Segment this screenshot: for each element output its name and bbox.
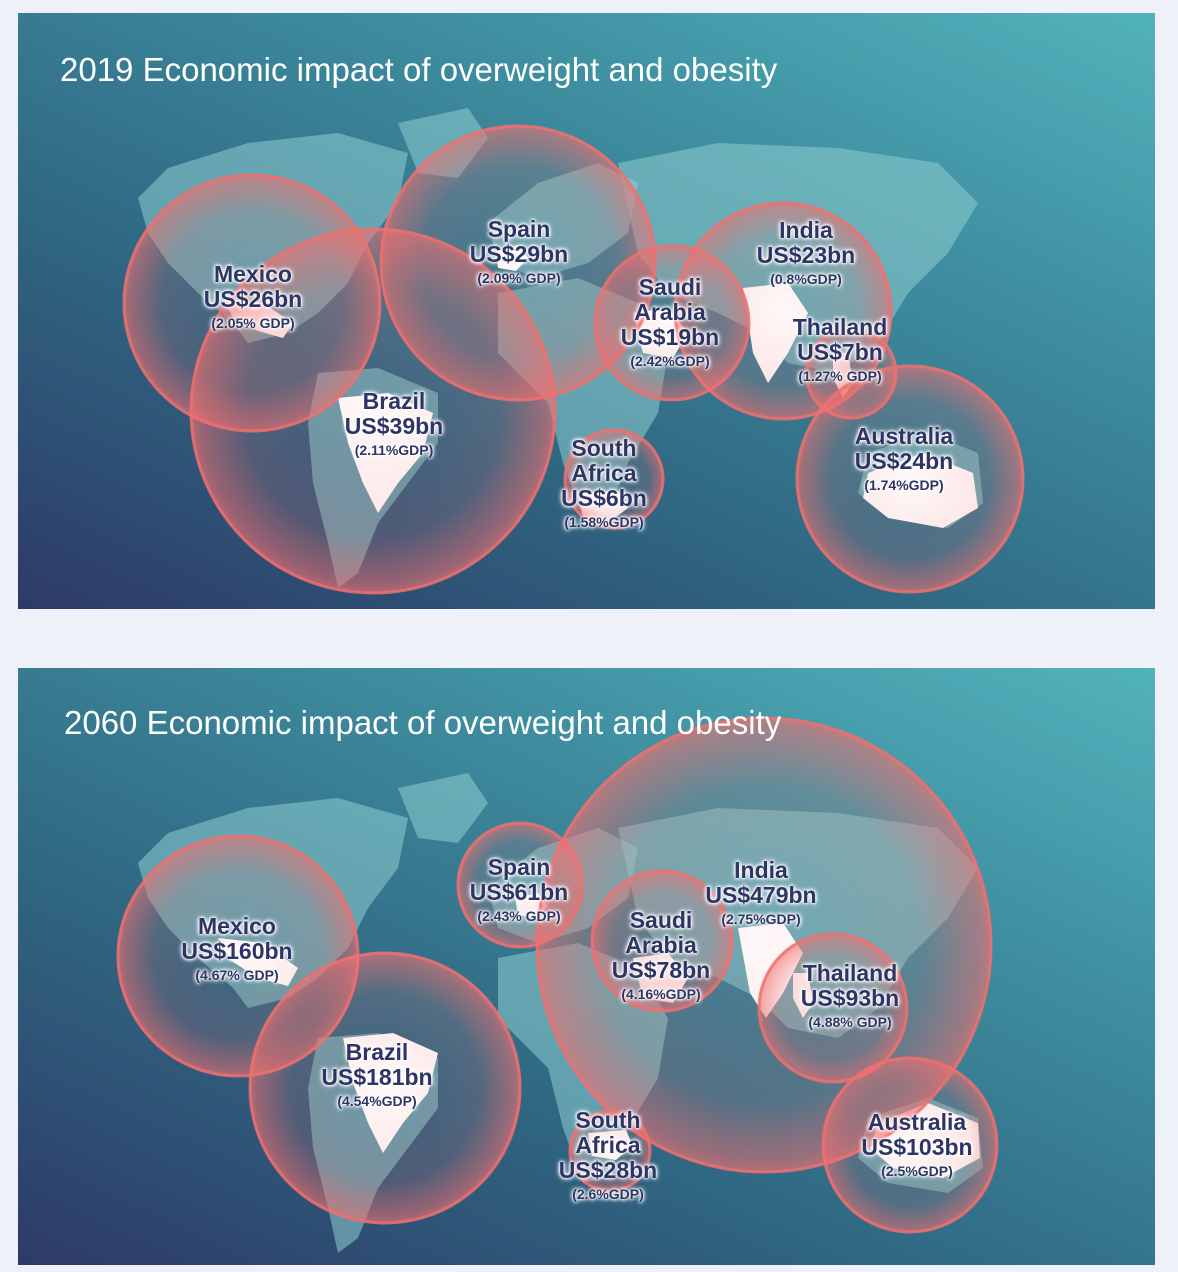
country-gdp: (2.75%GDP) xyxy=(721,911,801,927)
world-map-2019 xyxy=(122,108,1025,595)
bubbles-2019 xyxy=(122,124,1025,595)
country-gdp: (1.27% GDP) xyxy=(798,368,882,384)
country-gdp: (2.11%GDP) xyxy=(354,442,434,458)
country-amount: US$479bn xyxy=(705,882,817,908)
country-amount: US$28bn xyxy=(558,1157,658,1183)
country-amount: US$39bn xyxy=(344,413,444,439)
country-gdp: (2.43% GDP) xyxy=(477,908,561,924)
label-brazil-2019: Brazil US$39bn (2.11%GDP) xyxy=(345,389,443,460)
label-india-2019: India US$23bn (0.8%GDP) xyxy=(757,218,855,289)
country-name: Brazil xyxy=(362,388,426,414)
panel-title-2060: 2060 Economic impact of overweight and o… xyxy=(64,704,782,741)
country-gdp: (2.09% GDP) xyxy=(477,270,561,286)
bubbles-2060 xyxy=(116,716,999,1234)
greenland-land xyxy=(398,773,488,843)
country-amount: US$19bn xyxy=(620,324,720,350)
country-amount: US$23bn xyxy=(756,242,856,268)
label-australia-2019: Australia US$24bn (1.74%GDP) xyxy=(855,424,953,495)
country-gdp: (1.58%GDP) xyxy=(564,514,644,530)
label-south-africa-2060: South Africa US$28bn (2.6%GDP) xyxy=(548,1108,668,1204)
bubble-thailand xyxy=(757,932,909,1084)
country-amount: US$103bn xyxy=(861,1134,973,1160)
panel-2060: 2060 Economic impact of overweight and o… xyxy=(18,668,1155,1265)
bubble-brazil xyxy=(248,951,522,1225)
country-gdp: (2.05% GDP) xyxy=(211,315,295,331)
label-mexico-2060: Mexico US$160bn (4.67% GDP) xyxy=(181,914,292,985)
label-australia-2060: Australia US$103bn (2.5%GDP) xyxy=(861,1110,972,1181)
label-india-2060: India US$479bn (2.75%GDP) xyxy=(705,858,816,929)
country-name: Australia xyxy=(867,1109,967,1135)
country-name: South Africa xyxy=(575,1107,641,1158)
label-mexico-2019: Mexico US$26bn (2.05% GDP) xyxy=(204,262,302,333)
label-thailand-2019: Thailand US$7bn (1.27% GDP) xyxy=(793,315,888,386)
country-gdp: (4.54%GDP) xyxy=(337,1093,417,1109)
world-map-2060 xyxy=(116,716,999,1253)
country-name: Saudi Arabia xyxy=(625,907,697,958)
country-gdp: (4.88% GDP) xyxy=(808,1014,892,1030)
country-name: Brazil xyxy=(345,1039,409,1065)
country-gdp: (2.6%GDP) xyxy=(572,1186,644,1202)
country-gdp: (2.42%GDP) xyxy=(630,353,710,369)
country-gdp: (4.16%GDP) xyxy=(621,986,701,1002)
country-amount: US$61bn xyxy=(469,879,569,905)
country-name: Spain xyxy=(487,216,551,242)
bubble-south-africa xyxy=(568,1109,652,1193)
country-name: Mexico xyxy=(214,261,292,287)
country-name: Saudi Arabia xyxy=(634,274,706,325)
country-name: Australia xyxy=(854,423,954,449)
bubble-australia xyxy=(795,364,1025,594)
country-amount: US$6bn xyxy=(561,485,647,511)
country-name: India xyxy=(779,217,833,243)
label-spain-2060: Spain US$61bn (2.43% GDP) xyxy=(470,855,568,926)
country-amount: US$29bn xyxy=(469,241,569,267)
country-name: Thailand xyxy=(802,960,898,986)
country-name: Mexico xyxy=(198,913,276,939)
country-amount: US$78bn xyxy=(611,957,711,983)
country-name: Spain xyxy=(487,854,551,880)
panel-title-2019: 2019 Economic impact of overweight and o… xyxy=(60,51,778,88)
bubble-south-africa xyxy=(563,428,665,530)
country-amount: US$24bn xyxy=(854,448,954,474)
country-amount: US$181bn xyxy=(321,1064,433,1090)
country-gdp: (0.8%GDP) xyxy=(770,271,842,287)
label-brazil-2060: Brazil US$181bn (4.54%GDP) xyxy=(321,1040,432,1111)
bubble-australia xyxy=(821,1056,999,1234)
country-name: India xyxy=(734,857,788,883)
label-south-africa-2019: South Africa US$6bn (1.58%GDP) xyxy=(554,436,654,532)
country-gdp: (1.74%GDP) xyxy=(864,477,944,493)
panel-2019: 2019 Economic impact of overweight and o… xyxy=(18,13,1155,609)
country-name: South Africa xyxy=(571,435,637,486)
country-amount: US$93bn xyxy=(800,985,900,1011)
country-amount: US$7bn xyxy=(797,339,883,365)
country-gdp: (2.5%GDP) xyxy=(881,1163,953,1179)
country-amount: US$26bn xyxy=(203,286,303,312)
country-amount: US$160bn xyxy=(181,938,293,964)
country-gdp: (4.67% GDP) xyxy=(195,967,279,983)
label-thailand-2060: Thailand US$93bn (4.88% GDP) xyxy=(801,961,899,1032)
country-name: Thailand xyxy=(792,314,888,340)
label-saudi-arabia-2060: Saudi Arabia US$78bn (4.16%GDP) xyxy=(606,908,716,1004)
label-spain-2019: Spain US$29bn (2.09% GDP) xyxy=(470,217,568,288)
label-saudi-arabia-2019: Saudi Arabia US$19bn (2.42%GDP) xyxy=(615,275,725,371)
